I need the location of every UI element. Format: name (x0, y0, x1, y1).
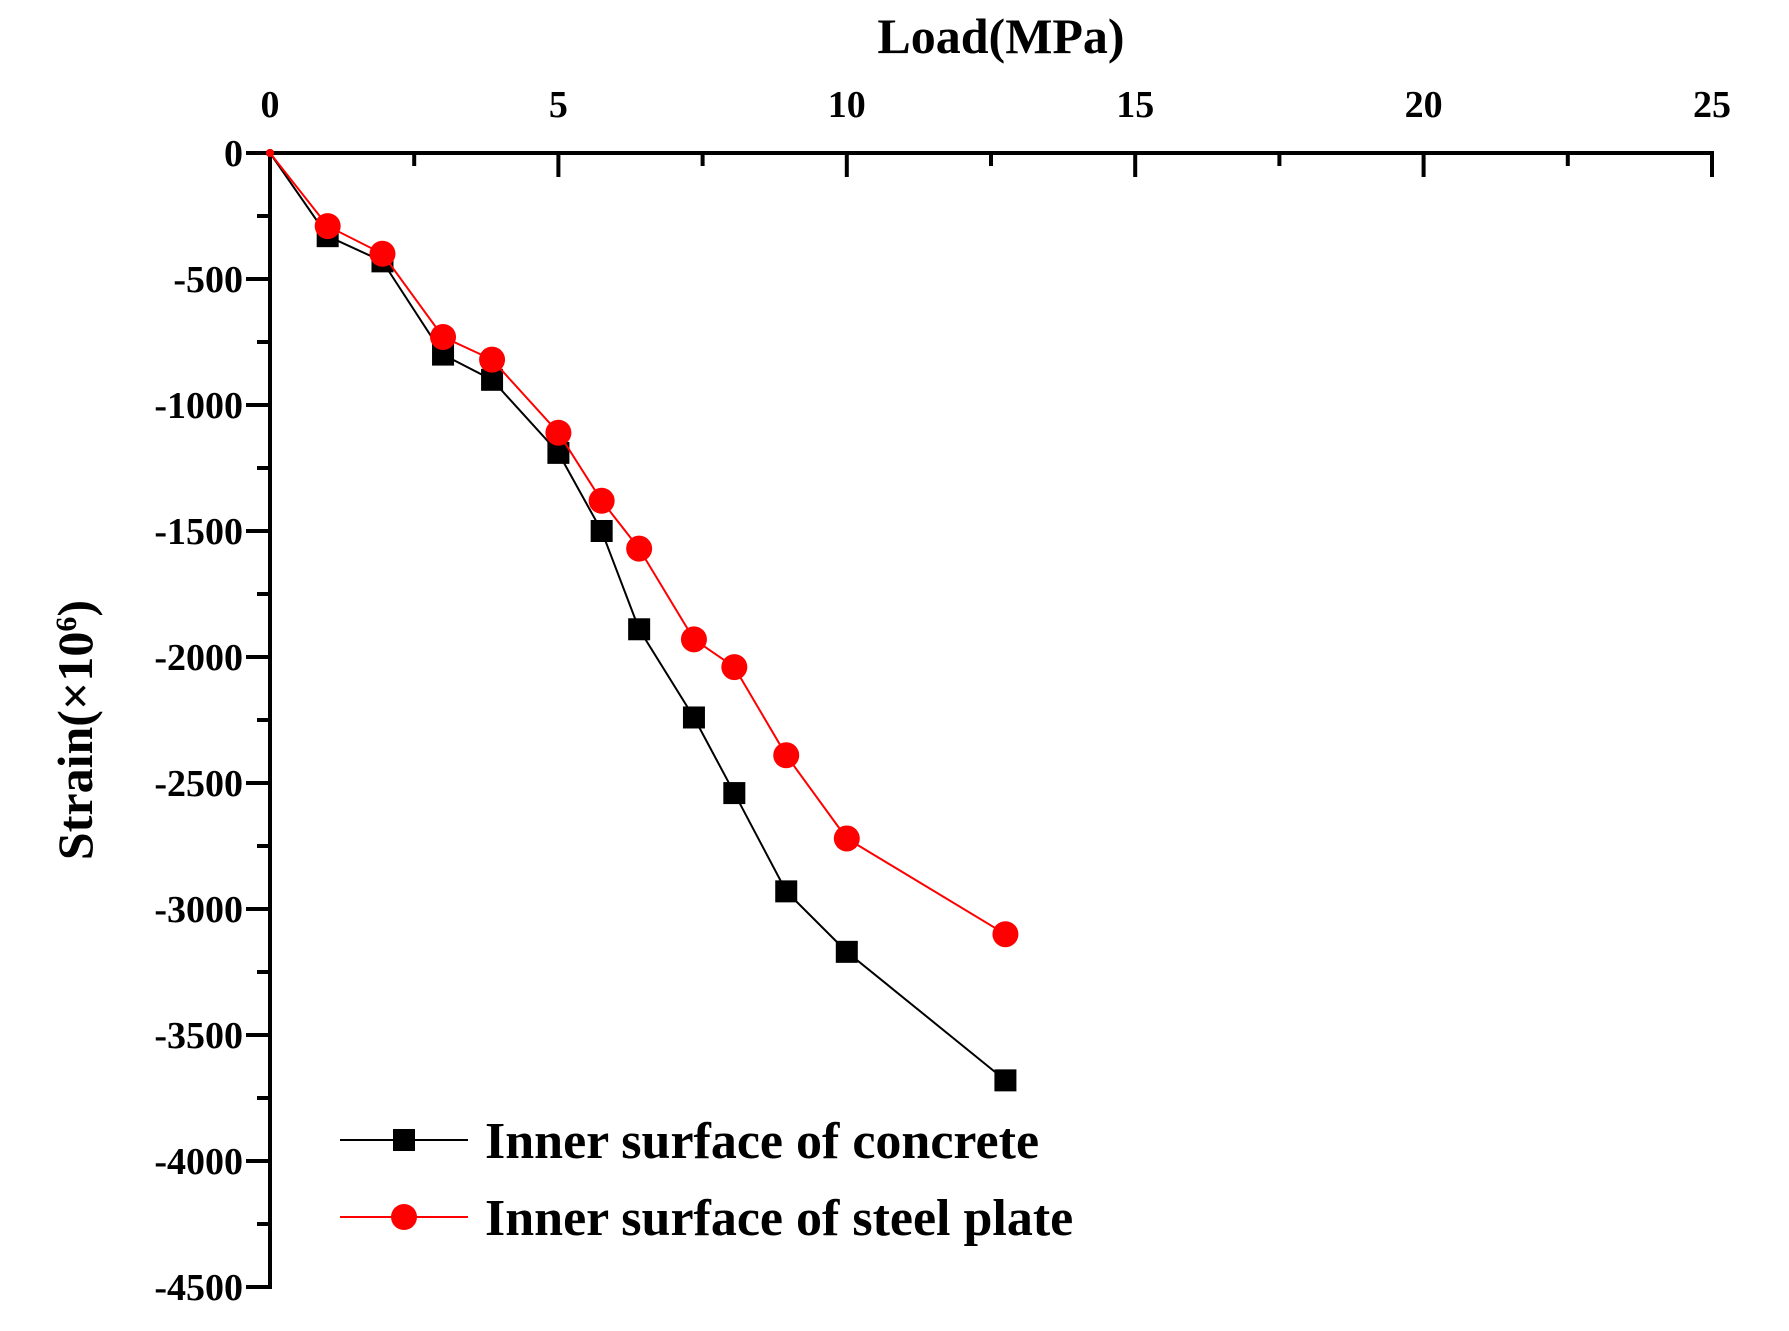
x-tick-label: 5 (549, 84, 568, 126)
data-point (369, 240, 396, 267)
x-tick-label: 20 (1405, 84, 1443, 126)
data-point (723, 782, 746, 805)
y-axis-title-superscript: 6 (50, 617, 83, 632)
legend: Inner surface of concrete Inner surface o… (340, 1113, 1073, 1247)
legend-marker (393, 1129, 415, 1151)
y-tick-label: -3500 (154, 1015, 243, 1057)
data-point (628, 618, 651, 641)
y-tick-label: -500 (173, 259, 243, 301)
y-axis-title: Strain(×106) (47, 600, 103, 860)
y-tick-label: -3000 (154, 889, 243, 931)
legend-item: Inner surface of steel plate (340, 1190, 1073, 1247)
data-point (314, 213, 341, 240)
series-concrete (266, 149, 1017, 1092)
data-point (773, 742, 800, 769)
data-point (545, 419, 572, 446)
series-layer (266, 149, 1019, 1092)
y-tick-label: -2000 (154, 637, 243, 679)
y-tick-label: -4500 (154, 1267, 243, 1309)
series-steel-plate (266, 149, 1019, 948)
data-point (481, 368, 504, 391)
y-axis-title-main: Strain(×10 (47, 632, 103, 861)
data-point (992, 921, 1019, 948)
y-axis-title-end: ) (47, 600, 103, 617)
legend-item: Inner surface of concrete (340, 1113, 1039, 1170)
data-point (682, 706, 705, 729)
data-point (547, 441, 570, 464)
series-line (269, 152, 1007, 1082)
data-point (721, 654, 748, 681)
data-point (680, 626, 707, 653)
x-tick-label: 0 (261, 84, 280, 126)
x-ticks: 0 5 10 15 20 25 (261, 84, 1731, 177)
data-point (833, 825, 860, 852)
y-tick-label: -1500 (154, 511, 243, 553)
y-tick-label: 0 (224, 133, 243, 175)
legend-marker (391, 1204, 417, 1230)
data-point (266, 149, 274, 157)
x-tick-label: 15 (1116, 84, 1154, 126)
data-point (588, 487, 615, 514)
x-tick-label: 10 (828, 84, 866, 126)
data-point (479, 346, 506, 373)
data-point (432, 343, 455, 366)
x-axis-title: Load(MPa) (877, 8, 1124, 64)
data-point (590, 520, 613, 542)
legend-label: Inner surface of steel plate (485, 1190, 1073, 1247)
y-tick-label: -4000 (154, 1141, 243, 1183)
x-tick-label: 25 (1693, 84, 1731, 126)
y-tick-label: -2500 (154, 763, 243, 805)
y-ticks: 0 -500 -1000 -1500 -2000 -2500 -3000 -3500 -4000… (154, 133, 270, 1309)
data-point (430, 323, 457, 350)
data-point (835, 940, 858, 963)
data-point (775, 880, 798, 903)
y-tick-label: -1000 (154, 385, 243, 427)
data-point (626, 535, 653, 562)
data-point (994, 1069, 1017, 1092)
legend-label: Inner surface of concrete (485, 1113, 1039, 1170)
